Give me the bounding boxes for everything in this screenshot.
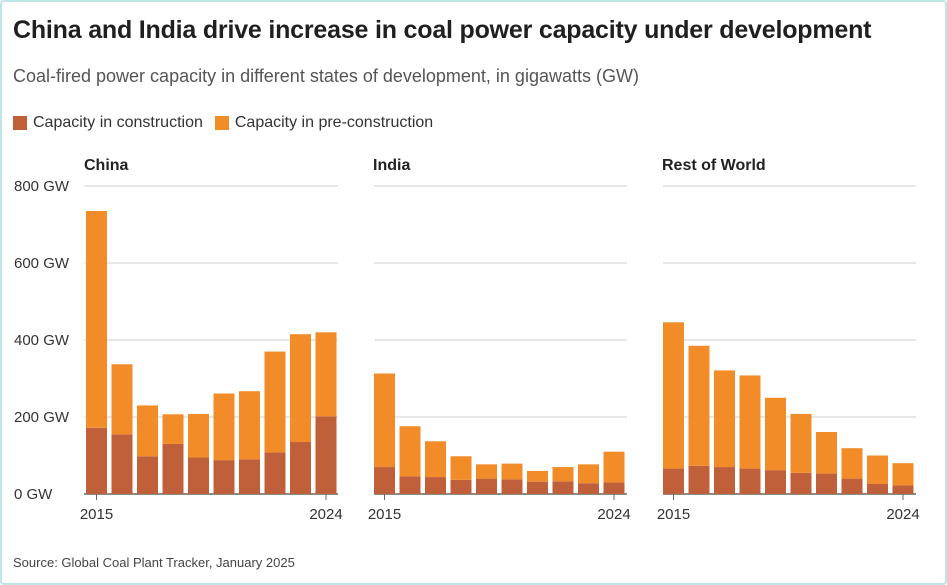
bar-india-2021-pre-construction (527, 470, 548, 482)
legend-item-construction: Capacity in construction (13, 114, 203, 132)
bar-china-2024-pre-construction (315, 332, 337, 417)
bar-india-2016-pre-construction (399, 426, 421, 477)
legend-swatch-pre-construction (214, 116, 229, 130)
x-tick-label: 2024 (309, 506, 342, 523)
x-tick-label: 2015 (368, 506, 401, 523)
legend-swatch-construction (13, 116, 27, 130)
legend-item-pre-construction: Capacity in pre-construction (214, 114, 434, 132)
bar-india-2019-pre-construction (476, 464, 497, 479)
chart-subtitle: Coal-fired power capacity in different s… (13, 66, 639, 86)
bar-china-2016-construction (111, 434, 133, 494)
bar-china-2017-pre-construction (137, 405, 158, 457)
bar-china-2020-pre-construction (213, 393, 235, 461)
bar-rest-of-world-2016-pre-construction (688, 345, 710, 466)
x-tick-label: 2024 (886, 506, 919, 523)
bar-china-2019-pre-construction (188, 413, 209, 458)
bar-india-2022-construction (552, 481, 574, 494)
bar-rest-of-world-2022-pre-construction (841, 448, 863, 479)
bar-china-2018-pre-construction (162, 414, 184, 444)
panel-title-china: China (84, 157, 129, 174)
bar-china-2018-construction (162, 443, 184, 494)
bar-rest-of-world-2019-construction (765, 470, 786, 494)
bar-rest-of-world-2021-pre-construction (816, 432, 837, 474)
bar-china-2015-construction (86, 427, 107, 494)
bar-china-2023-construction (290, 442, 311, 494)
bar-rest-of-world-2015-construction (663, 468, 684, 494)
bar-rest-of-world-2020-pre-construction (790, 413, 812, 473)
bar-india-2023-construction (578, 483, 599, 494)
bar-india-2016-construction (399, 476, 421, 494)
bar-china-2017-construction (137, 456, 158, 494)
panel-title-india: India (373, 157, 410, 174)
bar-china-2015-pre-construction (86, 211, 107, 428)
y-tick-label: 0 GW (14, 486, 53, 503)
bar-china-2020-construction (213, 460, 235, 494)
bar-india-2017-construction (425, 477, 446, 494)
bar-india-2015-pre-construction (374, 373, 395, 468)
bar-china-2024-construction (315, 416, 337, 494)
bar-rest-of-world-2018-pre-construction (739, 375, 761, 469)
bar-china-2021-construction (239, 459, 260, 494)
legend-label-construction: Capacity in construction (33, 114, 203, 131)
legend-label-pre-construction: Capacity in pre-construction (234, 114, 434, 131)
bar-rest-of-world-2017-pre-construction (714, 370, 735, 468)
chart-title: China and India drive increase in coal p… (13, 16, 872, 44)
bar-china-2019-construction (188, 457, 209, 494)
x-tick-label: 2024 (597, 506, 630, 523)
bar-india-2024-pre-construction (603, 451, 625, 483)
bar-india-2015-construction (374, 467, 395, 494)
bar-china-2023-pre-construction (290, 334, 311, 443)
bar-rest-of-world-2016-construction (688, 465, 710, 494)
bar-rest-of-world-2018-construction (739, 468, 761, 494)
y-tick-label: 600 GW (14, 255, 70, 272)
bar-india-2019-construction (476, 478, 497, 494)
bar-rest-of-world-2020-construction (790, 472, 812, 494)
bar-china-2022-construction (264, 452, 286, 494)
legend: Capacity in construction Capacity in pre… (13, 114, 439, 132)
bar-rest-of-world-2022-construction (841, 478, 863, 494)
source-note: Source: Global Coal Plant Tracker, Janua… (13, 555, 295, 570)
bar-india-2022-pre-construction (552, 467, 574, 482)
bar-rest-of-world-2015-pre-construction (663, 322, 684, 469)
bar-china-2016-pre-construction (111, 364, 133, 435)
bar-rest-of-world-2024-pre-construction (892, 463, 914, 486)
bar-rest-of-world-2021-construction (816, 473, 837, 494)
bar-india-2021-construction (527, 481, 548, 494)
bar-rest-of-world-2023-pre-construction (867, 455, 888, 484)
bar-india-2017-pre-construction (425, 441, 446, 478)
bar-india-2020-pre-construction (501, 463, 523, 480)
x-tick-label: 2015 (657, 506, 690, 523)
y-tick-label: 200 GW (14, 409, 70, 426)
panel-title-rest-of-world: Rest of World (662, 157, 766, 174)
bar-india-2018-construction (450, 479, 472, 494)
bar-china-2021-pre-construction (239, 391, 260, 460)
bar-india-2023-pre-construction (578, 464, 599, 484)
x-tick-label: 2015 (80, 506, 113, 523)
bar-india-2024-construction (603, 482, 625, 494)
bar-india-2018-pre-construction (450, 456, 472, 480)
bar-rest-of-world-2023-construction (867, 483, 888, 494)
y-tick-label: 400 GW (14, 332, 70, 349)
bar-rest-of-world-2024-construction (892, 485, 914, 494)
bar-india-2020-construction (501, 479, 523, 494)
y-tick-label: 800 GW (14, 178, 70, 195)
bar-rest-of-world-2019-pre-construction (765, 397, 786, 471)
bar-china-2022-pre-construction (264, 351, 286, 453)
bar-rest-of-world-2017-construction (714, 467, 735, 494)
